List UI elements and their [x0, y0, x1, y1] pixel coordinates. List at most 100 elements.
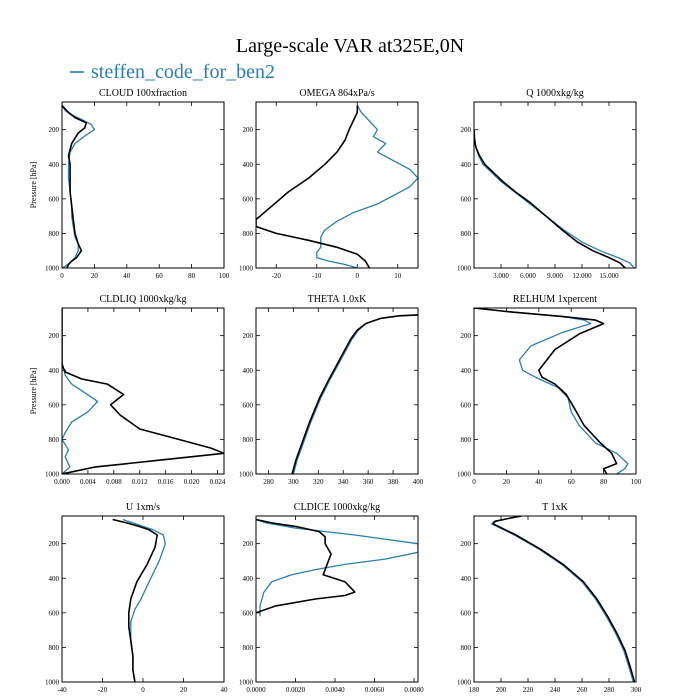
- series-line-reference: [291, 314, 418, 474]
- series-line-reference: [474, 129, 626, 268]
- x-tick-label: 280: [604, 686, 615, 694]
- series-line-model: [122, 518, 166, 682]
- y-tick-label: 200: [243, 126, 254, 134]
- plot-frame: [255, 307, 419, 475]
- y-tick-label: 400: [461, 575, 472, 583]
- y-tick-label: 800: [49, 644, 60, 652]
- y-tick-label: 400: [49, 161, 60, 169]
- panel-title: U 1xm/s: [126, 502, 160, 513]
- x-tick-label: 180: [469, 686, 480, 694]
- x-tick-label: 0.0060: [365, 686, 385, 694]
- x-tick-label: 0.0040: [325, 686, 345, 694]
- x-tick-label: 340: [338, 478, 349, 486]
- series-line-reference: [256, 518, 356, 614]
- x-tick-label: 20: [503, 478, 511, 486]
- y-tick-label: 800: [461, 230, 472, 238]
- y-tick-label: 1000: [45, 679, 60, 687]
- y-tick-label: 800: [243, 436, 254, 444]
- x-tick-label: 300: [288, 478, 299, 486]
- x-tick-label: 300: [631, 686, 642, 694]
- figure-title: Large-scale VAR at325E,0N: [236, 35, 464, 57]
- y-tick-label: 1000: [45, 265, 60, 273]
- y-tick-label: 1000: [457, 471, 472, 479]
- x-tick-label: 3.000: [493, 272, 509, 280]
- y-tick-label: 600: [243, 609, 254, 617]
- series-line-model: [62, 308, 99, 474]
- legend: steffen_code_for_ben2: [70, 61, 275, 83]
- x-tick-label: 0.024: [210, 478, 226, 486]
- x-tick-label: 60: [156, 272, 164, 280]
- x-tick-label: 260: [577, 686, 588, 694]
- y-tick-label: 600: [49, 401, 60, 409]
- panel-title: Q 1000xkg/kg: [526, 88, 584, 99]
- x-tick-label: 240: [550, 686, 561, 694]
- series-line-reference: [62, 308, 224, 474]
- series-line-reference: [492, 516, 636, 682]
- x-tick-label: 200: [496, 686, 507, 694]
- y-tick-label: 600: [49, 195, 60, 203]
- x-tick-label: 40: [221, 686, 229, 694]
- x-tick-label: 12.000: [572, 272, 592, 280]
- y-tick-label: 1000: [239, 471, 254, 479]
- x-tick-label: 100: [219, 272, 230, 280]
- x-tick-label: 0.0000: [246, 686, 266, 694]
- x-tick-label: 10: [394, 272, 402, 280]
- y-tick-label: 200: [461, 540, 472, 548]
- x-tick-label: -20: [98, 686, 108, 694]
- x-tick-label: 380: [388, 478, 399, 486]
- x-tick-label: 20: [180, 686, 188, 694]
- x-tick-label: 0.0020: [286, 686, 306, 694]
- series-line-reference: [256, 105, 371, 268]
- y-tick-label: 400: [461, 367, 472, 375]
- x-tick-label: -40: [57, 686, 67, 694]
- panel-2: OMEGA 864xPa/s 200 400 600 800 1000 -20 -10 0 10: [239, 88, 419, 280]
- y-tick-label: 600: [49, 609, 60, 617]
- y-tick-label: 200: [461, 126, 472, 134]
- plot-frame: [473, 307, 637, 475]
- y-tick-label: 800: [243, 644, 254, 652]
- x-tick-label: 80: [600, 478, 608, 486]
- x-tick-label: 0: [472, 478, 476, 486]
- y-tick-label: 800: [49, 230, 60, 238]
- series-line-model: [490, 516, 634, 682]
- y-tick-label: 1000: [239, 265, 254, 273]
- x-tick-label: 100: [631, 478, 642, 486]
- x-tick-label: 0.020: [184, 478, 200, 486]
- series-line-reference: [112, 518, 158, 682]
- x-tick-label: -20: [272, 272, 282, 280]
- x-tick-label: 0.012: [132, 478, 148, 486]
- x-tick-label: 0.0080: [404, 686, 424, 694]
- y-tick-label: 200: [243, 332, 254, 340]
- plot-frame: [61, 101, 225, 269]
- panel-title: RELHUM 1xpercent: [513, 294, 597, 305]
- y-tick-label: 400: [49, 367, 60, 375]
- y-tick-label: 200: [243, 540, 254, 548]
- x-tick-label: 0.004: [80, 478, 96, 486]
- panel-title: T 1xK: [542, 502, 568, 513]
- x-tick-label: 60: [568, 478, 576, 486]
- y-tick-label: 400: [49, 575, 60, 583]
- series-line-reference: [62, 104, 88, 268]
- y-tick-label: 600: [461, 609, 472, 617]
- series-line-model: [474, 129, 635, 268]
- y-tick-label: 600: [243, 195, 254, 203]
- series-line-model: [256, 518, 418, 617]
- y-tick-label: 200: [461, 332, 472, 340]
- x-tick-label: 0.008: [106, 478, 122, 486]
- x-tick-label: 320: [313, 478, 324, 486]
- x-tick-label: 0: [60, 272, 64, 280]
- panel-title: OMEGA 864xPa/s: [299, 88, 374, 99]
- y-tick-label: 200: [49, 126, 60, 134]
- x-tick-label: -10: [312, 272, 322, 280]
- plot-frame: [61, 515, 225, 683]
- x-tick-label: 0: [356, 272, 360, 280]
- y-tick-label: 200: [49, 332, 60, 340]
- panel-4: CLDLIQ 1000xkg/kg Pressure [hPa] 200 400 600…: [29, 294, 226, 486]
- series-line-model: [316, 105, 418, 268]
- y-tick-label: 400: [243, 161, 254, 169]
- y-tick-label: 800: [49, 436, 60, 444]
